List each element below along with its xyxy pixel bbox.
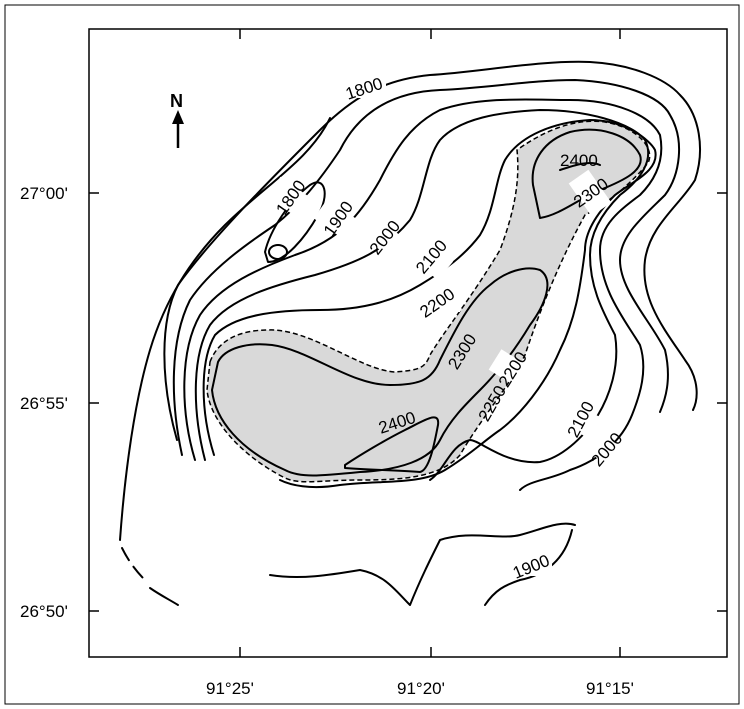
contour-2000 bbox=[183, 98, 663, 491]
contour-1800-lower bbox=[269, 522, 576, 606]
tick-marks bbox=[89, 29, 727, 657]
map-frame bbox=[88, 28, 728, 658]
label-2200-mid: 2200 bbox=[416, 284, 458, 321]
contour-1900 bbox=[172, 79, 681, 456]
lat-label-26-50: 26°50' bbox=[20, 602, 68, 621]
contour-2300-right bbox=[531, 128, 642, 219]
contour-bottom-left-tail bbox=[149, 587, 179, 606]
lon-label-91-20: 91°20' bbox=[397, 679, 445, 698]
north-label: N bbox=[170, 91, 183, 111]
contour-1800-outer bbox=[163, 60, 701, 441]
contour-2100 bbox=[194, 109, 650, 481]
outer-border bbox=[4, 4, 740, 705]
contour-bottom-left-dash bbox=[121, 547, 146, 581]
lon-label-91-15: 91°15' bbox=[586, 679, 634, 698]
contours bbox=[119, 60, 701, 606]
contour-1800-left-closed bbox=[264, 181, 326, 263]
contour-1900-bottom bbox=[484, 529, 573, 606]
label-2400-right: 2400 bbox=[560, 151, 598, 170]
contour-2300-main bbox=[211, 267, 549, 477]
contour-2200 bbox=[202, 119, 657, 489]
lat-label-27-00: 27°00' bbox=[20, 184, 68, 203]
lat-label-26-55: 26°55' bbox=[20, 394, 68, 413]
north-arrow-icon: N bbox=[170, 91, 184, 148]
contour-2400-left bbox=[344, 416, 440, 473]
lon-label-91-25: 91°25' bbox=[206, 679, 254, 698]
contour-2250-dashed bbox=[206, 120, 651, 483]
contour-2400-right bbox=[559, 161, 601, 171]
